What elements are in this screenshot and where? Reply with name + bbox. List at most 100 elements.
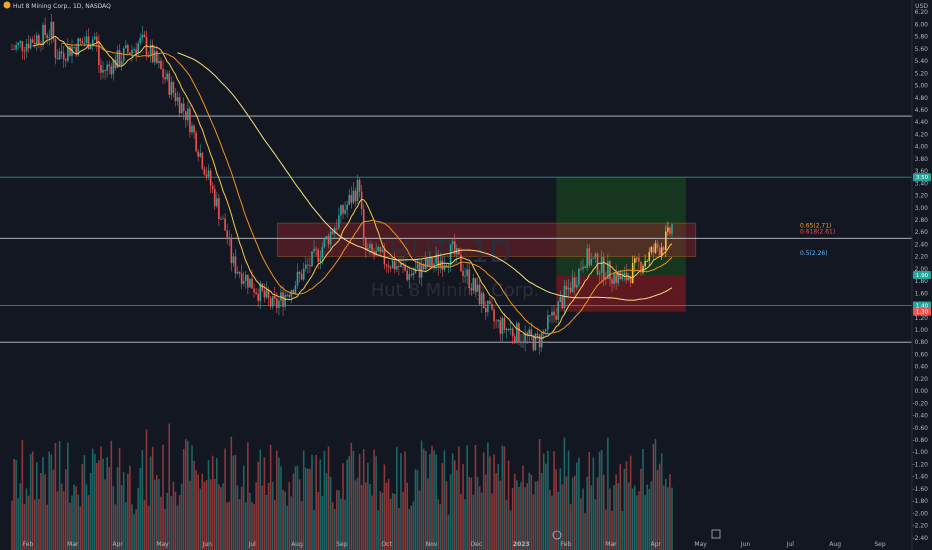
volume-bar [356,477,359,550]
candle-body [319,258,322,262]
volume-bar [62,491,65,550]
volume-bar [44,474,46,550]
candle-body [253,288,255,293]
volume-bar [168,423,171,550]
volume-bar [573,475,576,550]
x-tick-label: Aug [829,541,841,548]
volume-bar [333,509,336,550]
volume-bar [172,481,175,550]
volume-bar [23,504,26,550]
horizontal-levels[interactable] [0,115,912,343]
volume-bar [633,485,636,550]
volume-bar [381,492,384,550]
candle-body [650,247,653,253]
volume-bar [238,499,241,550]
volume-bar [551,495,553,550]
candle-body [547,315,549,330]
candle-body [497,319,500,322]
candle-body [594,253,597,258]
candle-body [638,257,640,262]
volume-bar [412,501,415,550]
volume-bar [416,470,419,550]
candle-body [189,108,191,133]
volume-bar [242,465,245,550]
candle-body [600,257,603,273]
candle-body [46,35,48,38]
volume-bar [267,483,270,550]
volume-bar [327,446,330,550]
y-tick-label: 5.80 [915,34,929,41]
volume-bar [484,474,487,550]
candle-body [437,254,440,267]
volume-bar [106,457,108,550]
volume-bar [251,502,253,550]
candle-body [447,265,450,267]
candle-body [642,266,644,273]
volume-bar [315,455,317,550]
candle-body [408,274,411,280]
candle-body [143,34,146,38]
candle-body [249,278,251,288]
candle-body [526,332,528,335]
volume-bar [617,483,620,550]
candle-body [62,53,65,60]
candle-body [257,293,260,301]
y-tick-label: -1.80 [912,498,928,505]
volume-bar [298,479,301,550]
volume-bar [87,495,90,550]
volume-bar [410,505,413,550]
y-tick-label: -2.40 [912,535,928,542]
volume-bar [276,450,278,550]
candle-body [197,151,200,157]
candlestick-series [11,13,673,355]
volume-bar [257,461,260,550]
candle-body [106,64,108,71]
volume-bar [613,485,615,550]
go-to-realtime-icon[interactable] [552,530,562,540]
candle-body [139,37,142,44]
volume-bar [584,513,586,550]
candle-body [356,179,359,202]
time-axis[interactable]: Feb Mar Apr May Jun Jul Aug Sep Oct Nov Dec 2023 Feb… [23,541,886,548]
candle-body [424,258,427,270]
candle-body [164,77,166,80]
price-label-text: 3.50 [916,175,929,181]
volume-bar [592,457,595,550]
candle-body [77,38,80,56]
volume-bar [449,474,452,550]
volume-bar [489,456,491,550]
candle-body [298,271,301,274]
volume-bar [325,473,328,550]
candle-body [180,103,183,114]
volume-bar [284,491,286,550]
candle-body [168,73,171,95]
candle-body [60,51,63,54]
axis-markers[interactable] [552,529,721,540]
candle-body [174,92,177,102]
candle-body [513,336,516,343]
earnings-marker-icon[interactable] [711,529,721,539]
y-tick-label: 3.80 [915,156,929,163]
candle-body [470,288,473,291]
candle-body [431,256,433,268]
candle-body [147,54,150,56]
candle-body [236,271,239,274]
candle-body [255,292,257,294]
header: Hut 8 Mining Corp., 1D, NASDAQ USD [3,1,928,10]
candle-body [129,52,131,55]
price-axis[interactable]: 6.20 6.00 5.80 5.60 5.40 5.20 5.00 4.80 4.60 4.40… [911,0,929,550]
fib-label: 0.618(2.61) [800,229,835,236]
candle-body [503,318,506,330]
volume-bar [549,489,551,550]
candle-body [127,45,129,53]
candle-body [592,257,595,259]
volume-bar [13,458,15,550]
drawing-zones [276,177,697,312]
volume-bar [619,464,622,550]
volume-bar [135,509,137,550]
y-tick-label: 0.00 [915,388,929,395]
y-tick-label: 5.00 [915,83,929,90]
candle-body [660,247,663,255]
candle-body [112,59,115,75]
